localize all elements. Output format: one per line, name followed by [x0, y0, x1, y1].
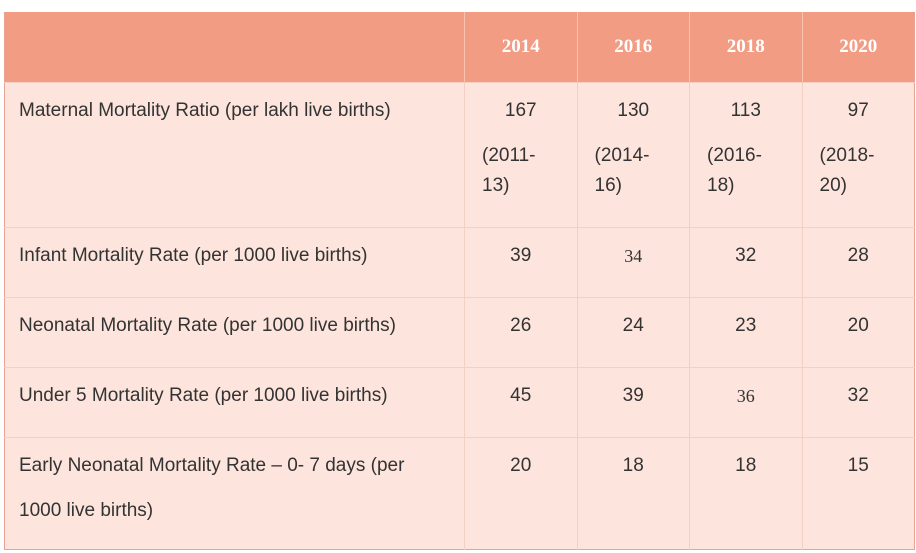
period-note: (2014-16) — [594, 144, 650, 196]
period-note: (2016-18) — [707, 144, 762, 196]
year-header-2016: 2016 — [576, 12, 690, 82]
row-label: Infant Mortality Rate (per 1000 live bir… — [4, 226, 465, 297]
value-cell: 130 (2014-16) — [576, 81, 690, 227]
value: 130 — [617, 99, 650, 121]
header-row: 2014 2016 2018 2020 — [4, 12, 915, 82]
year-header-2014: 2014 — [464, 12, 577, 82]
value-cell: 167 (2011-13) — [464, 81, 577, 227]
value-cell: 28 — [801, 226, 915, 297]
value-cell: 113 (2016-18) — [689, 81, 802, 227]
table-row-infant-mortality: Infant Mortality Rate (per 1000 live bir… — [4, 226, 915, 297]
value-cell: 39 — [464, 226, 577, 297]
year-header-2018: 2018 — [689, 12, 802, 82]
value-cell: 24 — [576, 296, 690, 367]
period-note: (2011-13) — [482, 144, 536, 196]
row-label: Under 5 Mortality Rate (per 1000 live bi… — [4, 366, 465, 437]
value-cell: 32 — [689, 226, 802, 297]
table-row-neonatal-mortality: Neonatal Mortality Rate (per 1000 live b… — [4, 296, 915, 367]
value-cell: 39 — [576, 366, 690, 437]
row-label: Early Neonatal Mortality Rate – 0- 7 day… — [4, 436, 465, 549]
value-cell: 20 — [801, 296, 915, 367]
value: 167 — [504, 99, 537, 121]
value-cell: 18 — [689, 436, 802, 549]
year-header-2020: 2020 — [801, 12, 915, 82]
table-row-maternal-mortality: Maternal Mortality Ratio (per lakh live … — [4, 81, 915, 227]
row-label: Neonatal Mortality Rate (per 1000 live b… — [4, 296, 465, 367]
value-cell: 26 — [464, 296, 577, 367]
value-cell: 36 — [689, 366, 802, 437]
value-cell: 34 — [576, 226, 690, 297]
value-cell: 18 — [576, 436, 690, 549]
value-cell: 32 — [801, 366, 915, 437]
value-cell: 15 — [801, 436, 915, 549]
header-blank-cell — [5, 12, 465, 82]
period-note: (2018-20) — [819, 144, 875, 196]
table-row-early-neonatal-mortality: Early Neonatal Mortality Rate – 0- 7 day… — [4, 436, 915, 549]
mortality-table: 2014 2016 2018 2020 Maternal Mortality R… — [4, 12, 915, 550]
value-cell: 45 — [464, 366, 577, 437]
value-cell: 20 — [464, 436, 577, 549]
row-label: Maternal Mortality Ratio (per lakh live … — [4, 81, 465, 227]
value-cell: 97 (2018-20) — [801, 81, 915, 227]
table-row-under5-mortality: Under 5 Mortality Rate (per 1000 live bi… — [4, 366, 915, 437]
value-cell: 23 — [689, 296, 802, 367]
value: 113 — [730, 99, 761, 121]
value: 97 — [847, 99, 869, 121]
